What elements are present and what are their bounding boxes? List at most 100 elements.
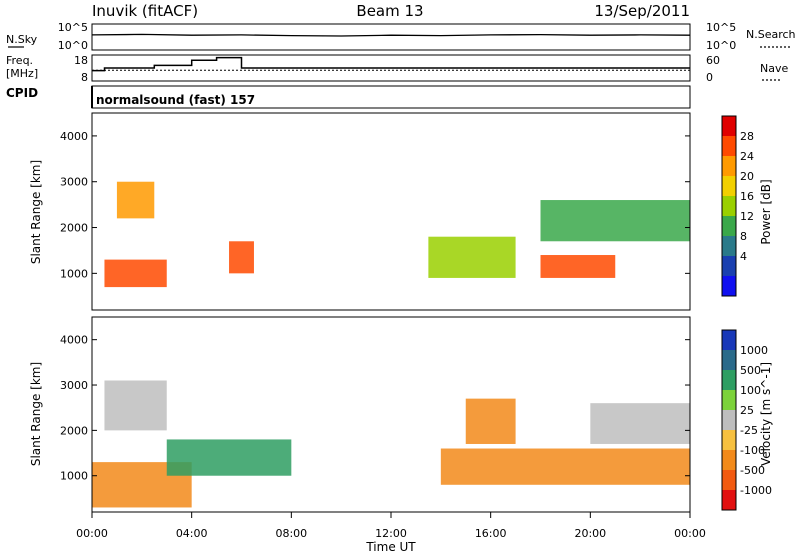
heatmap-cell: [540, 255, 616, 278]
colorbar-segment: [722, 196, 736, 217]
colorbar-tick-label: -25: [740, 424, 758, 437]
cpid-mode: normalsound (fast) 157: [96, 93, 255, 107]
freq-right-tick-bottom: 0: [706, 71, 713, 84]
power-heatmap: [104, 181, 690, 288]
power-colorbar: 28 24 20 16 12 8 4: [721, 115, 754, 297]
date-title: 13/Sep/2011: [594, 2, 690, 20]
x-tick-label: 20:00: [574, 527, 606, 540]
velocity-colorbar-label: Velocity [m s^-1]: [759, 362, 773, 466]
heatmap-cell: [229, 241, 254, 274]
noise-panel-frame: [91, 23, 691, 51]
power-y-ticks: 1000 2000 3000 4000: [60, 130, 690, 280]
colorbar-segment: [722, 410, 736, 431]
x-axis: 00:00 04:00 08:00 12:00 16:00 20:00 00:00: [76, 512, 706, 540]
freq-left-label-line1: Freq.: [6, 54, 33, 67]
colorbar-segment: [722, 470, 736, 491]
colorbar-tick-label: -500: [740, 464, 765, 477]
colorbar-segment: [722, 276, 736, 297]
heatmap-cell: [428, 236, 516, 278]
heatmap-cell: [166, 439, 292, 476]
freq-left-label-line2: [MHz]: [6, 67, 38, 80]
colorbar-segment: [722, 116, 736, 137]
y-tick-label: 1000: [60, 267, 88, 280]
freq-panel: Freq. [MHz] 18 8 60 0 Nave: [6, 54, 788, 84]
colorbar-tick-label: 24: [740, 150, 754, 163]
colorbar-segment: [722, 490, 736, 511]
colorbar-segment: [722, 370, 736, 391]
velocity-y-ticks: 1000 2000 3000 4000: [60, 334, 690, 483]
colorbar-segment: [722, 216, 736, 237]
y-tick-label: 3000: [60, 379, 88, 392]
colorbar-tick-label: 16: [740, 190, 754, 203]
x-tick-label: 08:00: [275, 527, 307, 540]
heatmap-cell: [440, 448, 690, 485]
colorbar-segment: [722, 156, 736, 177]
y-tick-label: 1000: [60, 470, 88, 483]
colorbar-tick-label: 28: [740, 130, 754, 143]
colorbar-tick-label: 20: [740, 170, 754, 183]
velocity-panel: 1000 2000 3000 4000 Slant Range [km]: [29, 316, 691, 513]
power-panel: 1000 2000 3000 4000 Slant Range [km]: [29, 112, 691, 311]
x-tick-label: 00:00: [674, 527, 706, 540]
y-tick-label: 2000: [60, 424, 88, 437]
heatmap-cell: [116, 181, 155, 219]
beam-title: Beam 13: [356, 2, 423, 20]
colorbar-segment: [722, 430, 736, 451]
noise-traces: [91, 33, 691, 37]
y-tick-label: 2000: [60, 222, 88, 235]
velocity-colorbar: 1000 500 100 25 -25 -100 -500 -1000: [721, 329, 772, 511]
velocity-y-axis-label: Slant Range [km]: [29, 362, 43, 466]
colorbar-segment: [722, 236, 736, 257]
colorbar-segment: [722, 450, 736, 471]
noise-left-tick-top: 10^5: [58, 21, 88, 34]
power-panel-frame: [91, 112, 691, 311]
colorbar-tick-label: 12: [740, 210, 754, 223]
freq-right-tick-top: 60: [706, 54, 720, 67]
colorbar-frame: [721, 329, 737, 511]
y-tick-label: 3000: [60, 176, 88, 189]
velocity-heatmap: [92, 380, 690, 508]
heatmap-cell: [590, 403, 690, 444]
colorbar-segment: [722, 350, 736, 371]
colorbar-segment: [722, 136, 736, 157]
colorbar-segment: [722, 330, 736, 351]
colorbar-tick-label: -100: [740, 444, 765, 457]
colorbar-tick-label: -1000: [740, 484, 772, 497]
colorbar-tick-label: 8: [740, 230, 747, 243]
heatmap-cell: [104, 259, 167, 288]
freq-left-tick-bottom: 8: [81, 71, 88, 84]
heatmap-cell: [104, 380, 167, 431]
power-colorbar-label: Power [dB]: [759, 179, 773, 244]
power-y-axis-label: Slant Range [km]: [29, 160, 43, 264]
x-tick-label: 16:00: [475, 527, 507, 540]
freq-series: [92, 56, 690, 72]
freq-left-tick-top: 18: [74, 54, 88, 67]
heatmap-cell: [540, 200, 690, 242]
noise-left-label: N.Sky: [6, 33, 38, 46]
freq-traces: [92, 56, 690, 72]
noise-panel: N.Sky 10^5 10^0 10^5 10^0 N.Search: [6, 21, 796, 52]
colorbar-tick-label: 500: [740, 364, 761, 377]
noise-right-tick-top: 10^5: [706, 21, 736, 34]
noise-right-tick-bottom: 10^0: [706, 39, 736, 52]
y-tick-label: 4000: [60, 130, 88, 143]
heatmap-cell: [465, 398, 516, 444]
colorbar-tick-label: 100: [740, 384, 761, 397]
noise-right-label: N.Search: [746, 28, 796, 41]
colorbar-segment: [722, 256, 736, 277]
x-tick-label: 12:00: [375, 527, 407, 540]
colorbar-segment: [722, 176, 736, 197]
x-axis-label: Time UT: [365, 540, 416, 554]
nave-label: Nave: [760, 62, 788, 75]
colorbar-segment: [722, 390, 736, 411]
x-tick-label: 04:00: [176, 527, 208, 540]
cpid-label: CPID: [6, 86, 38, 100]
colorbar-tick-label: 4: [740, 250, 747, 263]
noise-left-tick-bottom: 10^0: [58, 39, 88, 52]
colorbar-tick-label: 1000: [740, 344, 768, 357]
x-tick-label: 00:00: [76, 527, 108, 540]
y-tick-label: 4000: [60, 334, 88, 347]
station-title: Inuvik (fitACF): [92, 2, 198, 20]
colorbar-frame: [721, 115, 737, 297]
